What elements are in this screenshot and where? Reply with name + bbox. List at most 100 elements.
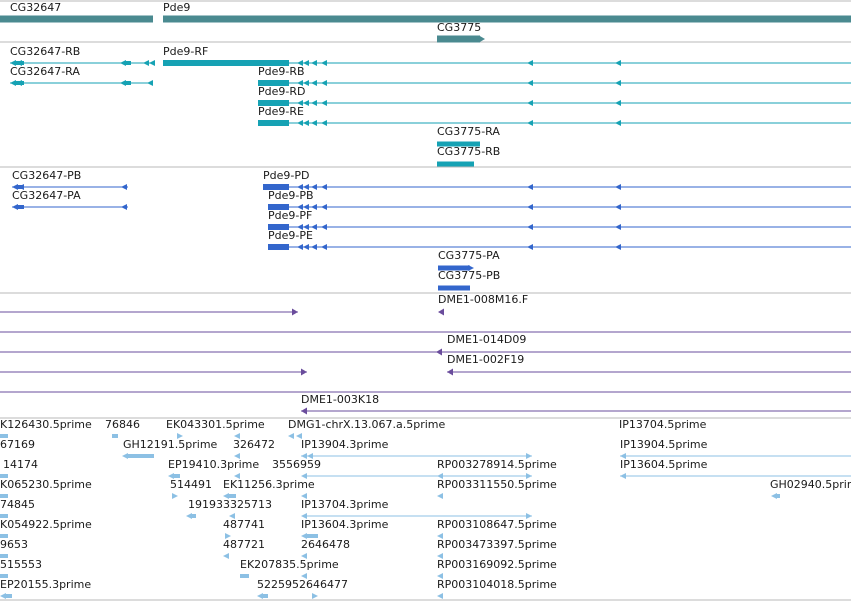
est-label[interactable]: RP003278914.5prime (437, 458, 557, 471)
est-label[interactable]: 14174 (3, 458, 38, 471)
protein-label[interactable]: CG3775-PA (438, 249, 500, 262)
coding-exon (268, 204, 289, 210)
est-label[interactable]: RP003473397.5prime (437, 538, 557, 551)
est-label[interactable]: GH12191.5prime (123, 438, 218, 451)
est-label[interactable]: 514491 (170, 478, 212, 491)
est-label[interactable]: EK043301.5prime (166, 418, 265, 431)
exon-block (16, 61, 24, 65)
est-label[interactable]: IP13704.3prime (301, 498, 389, 511)
strand-arrow-left (303, 100, 309, 106)
clone-label[interactable]: DME1-002F19 (447, 353, 525, 366)
protein-label[interactable]: Pde9-PD (263, 169, 310, 182)
est-label[interactable]: K054922.5prime (0, 518, 92, 531)
est-label[interactable]: RP003104018.5prime (437, 578, 557, 591)
est-label[interactable]: EK11256.3prime (223, 478, 315, 491)
est-label[interactable]: 2646478 (301, 538, 350, 551)
protein-label[interactable]: CG3775-PB (438, 269, 501, 282)
est-arrow (437, 593, 443, 599)
coding-exon (268, 224, 289, 230)
est-label[interactable]: RP003311550.5prime (437, 478, 557, 491)
protein-label[interactable]: CG32647-PB (12, 169, 82, 182)
transcript-label[interactable]: Pde9-RD (258, 85, 306, 98)
est-arrow (234, 433, 240, 439)
est-label[interactable]: IP13604.3prime (301, 518, 389, 531)
est-label[interactable]: 67169 (0, 438, 35, 451)
est-label[interactable]: EP19410.3prime (168, 458, 260, 471)
est-label[interactable]: IP13604.5prime (620, 458, 708, 471)
est-block (0, 554, 8, 558)
strand-arrow-left (297, 120, 303, 126)
protein-label[interactable]: CG32647-PA (12, 189, 81, 202)
est-block (0, 534, 8, 538)
transcript-CG3775-RA (437, 141, 480, 147)
est-arrow (257, 593, 263, 599)
strand-arrow-left (297, 60, 303, 66)
transcript-label[interactable]: Pde9-RE (258, 105, 304, 118)
est-arrow (177, 433, 183, 439)
est-label[interactable]: 3556959 (272, 458, 321, 471)
transcript-label[interactable]: Pde9-RB (258, 65, 305, 78)
strand-arrow-left (121, 184, 127, 190)
est-arrow (172, 493, 178, 499)
strand-arrow-left (311, 204, 317, 210)
est-arrow (223, 493, 229, 499)
est-label[interactable]: EK207835.5prime (240, 558, 339, 571)
est-block (6, 594, 12, 598)
est-label[interactable]: RP003108647.5prime (437, 518, 557, 531)
est-block (307, 534, 318, 538)
clone-label[interactable]: DME1-003K18 (301, 393, 380, 406)
est-label[interactable]: EP20155.3prime (0, 578, 92, 591)
est-block (0, 434, 8, 438)
strand-arrow-left (527, 120, 533, 126)
est-label[interactable]: 191933325713 (188, 498, 272, 511)
est-arrow (437, 573, 443, 579)
strand-arrow-left (527, 244, 533, 250)
est-label[interactable]: 487741 (223, 518, 265, 531)
coding-exon (268, 244, 289, 250)
protein-label[interactable]: Pde9-PE (268, 229, 313, 242)
est-label[interactable]: 487721 (223, 538, 265, 551)
gene-label[interactable]: CG32647 (10, 1, 62, 14)
est-label[interactable]: 74845 (0, 498, 35, 511)
est-label[interactable]: 9653 (0, 538, 28, 551)
strand-arrow-left (303, 224, 309, 230)
est-label[interactable]: RP003169092.5prime (437, 558, 557, 571)
est-arrow (312, 593, 318, 599)
est-label[interactable]: K126430.5prime (0, 418, 92, 431)
protein-label[interactable]: Pde9-PF (268, 209, 313, 222)
est-block (128, 454, 154, 458)
strand-arrow-left (321, 60, 327, 66)
est-label[interactable]: 515553 (0, 558, 42, 571)
est-label[interactable]: 326472 (233, 438, 275, 451)
strand-arrow-left (321, 244, 327, 250)
strand-arrow-left (120, 60, 126, 66)
est-label[interactable]: IP13704.5prime (619, 418, 707, 431)
clone-label[interactable]: DME1-014D09 (447, 333, 527, 346)
strand-arrow-left (311, 244, 317, 250)
est-label[interactable]: K065230.5prime (0, 478, 92, 491)
est-arrow (437, 533, 443, 539)
est-label[interactable]: IP13904.3prime (301, 438, 389, 451)
clone-label[interactable]: DME1-008M16.F (438, 293, 529, 306)
strand-arrow-left (311, 184, 317, 190)
est-label[interactable]: 76846 (105, 418, 140, 431)
est-label[interactable]: GH02940.5prime (770, 478, 851, 491)
transcript-label[interactable]: CG3775-RA (437, 125, 500, 138)
est-label[interactable]: DMG1-chrX.13.067.a.5prime (288, 418, 446, 431)
strand-arrow-left (10, 80, 16, 86)
gene-label[interactable]: CG3775 (437, 21, 482, 34)
strand-arrow-left (303, 244, 309, 250)
est-arrow (225, 533, 231, 539)
est-label[interactable]: 5225952646477 (257, 578, 348, 591)
strand-arrow-left (297, 184, 303, 190)
est-label[interactable]: IP13904.5prime (620, 438, 708, 451)
transcript-label[interactable]: CG3775-RB (437, 145, 501, 158)
gene-label[interactable]: Pde9 (163, 1, 191, 14)
gene-feature-CG3775 (437, 35, 480, 43)
transcript-label[interactable]: Pde9-RF (163, 45, 209, 58)
strand-arrow-left (297, 244, 303, 250)
transcript-label[interactable]: CG32647-RB (10, 45, 81, 58)
transcript-label[interactable]: CG32647-RA (10, 65, 80, 78)
strand-arrow-right (468, 265, 474, 271)
protein-label[interactable]: Pde9-PB (268, 189, 314, 202)
